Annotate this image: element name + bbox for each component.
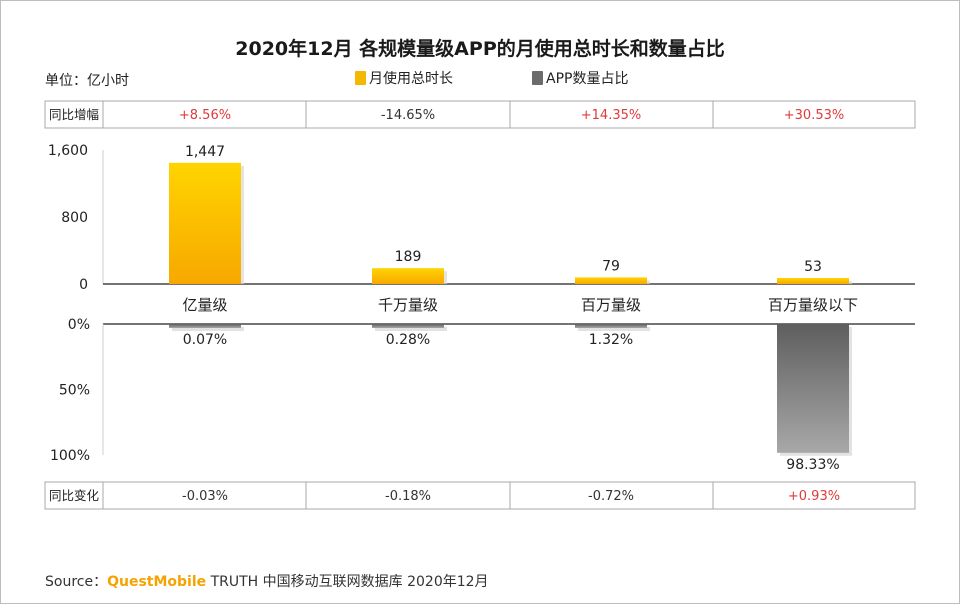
unit-label: 单位：亿小时	[45, 73, 129, 89]
lower-tick-label: 0%	[68, 317, 90, 333]
duration-value-label: 189	[395, 249, 422, 265]
upper-tick-label: 0	[79, 277, 88, 293]
lower-tick-label: 100%	[50, 448, 90, 464]
upper-tick-label: 1,600	[48, 143, 88, 159]
duration-bar	[372, 268, 444, 284]
duration-bar	[575, 277, 647, 284]
bar-shadow	[172, 327, 244, 331]
top-row-value: +8.56%	[179, 108, 231, 123]
share-bar	[372, 324, 444, 328]
top-row-value: +30.53%	[784, 108, 844, 123]
share-bar	[169, 324, 241, 328]
bottom-row-label: 同比变化	[49, 488, 100, 503]
source-note: Source：QuestMobile TRUTH 中国移动互联网数据库 2020…	[45, 571, 489, 591]
legend-item-duration: 月使用总时长	[355, 68, 453, 88]
bar-shadow	[578, 327, 650, 331]
bottom-change-table: 同比变化 -0.03% -0.18% -0.72% +0.93%	[44, 481, 916, 510]
lower-tick-label: 50%	[59, 383, 90, 399]
source-brand: QuestMobile	[107, 574, 207, 590]
source-prefix: Source：	[45, 574, 108, 590]
share-bar	[777, 324, 849, 453]
top-row-label: 同比增幅	[49, 107, 99, 122]
share-value-label: 0.28%	[386, 332, 430, 348]
duration-value-label: 79	[602, 258, 620, 274]
share-value-label: 0.07%	[183, 332, 227, 348]
duration-bar	[169, 162, 241, 284]
legend-swatch-duration	[355, 71, 366, 85]
share-bar	[575, 324, 647, 328]
legend-label-duration: 月使用总时长	[369, 71, 453, 87]
bottom-row-value: -0.03%	[182, 489, 228, 504]
upper-tick-label: 800	[61, 210, 88, 226]
duration-value-label: 53	[804, 259, 822, 275]
legend-label-count: APP数量占比	[546, 71, 629, 87]
duration-bar	[777, 278, 849, 284]
category-label: 亿量级	[182, 296, 227, 314]
category-label: 百万量级以下	[768, 296, 858, 314]
top-row-value: -14.65%	[381, 108, 435, 123]
legend-swatch-count	[532, 71, 543, 85]
bottom-row-value: -0.72%	[588, 489, 634, 504]
legend-item-count: APP数量占比	[532, 68, 628, 88]
bottom-row-value: +0.93%	[788, 489, 840, 504]
top-growth-table: 同比增幅 +8.56% -14.65% +14.35% +30.53%	[44, 100, 916, 129]
source-rest: TRUTH 中国移动互联网数据库 2020年12月	[206, 574, 489, 590]
chart-title: 2020年12月 各规模量级APP的月使用总时长和数量占比	[235, 38, 725, 60]
category-label: 百万量级	[581, 296, 641, 314]
bar-shadow	[375, 327, 447, 331]
bottom-row-value: -0.18%	[385, 489, 431, 504]
share-value-label: 98.33%	[786, 457, 839, 473]
share-value-label: 1.32%	[589, 332, 633, 348]
duration-value-label: 1,447	[185, 144, 225, 160]
top-row-value: +14.35%	[581, 108, 641, 123]
category-label: 千万量级	[378, 296, 438, 314]
